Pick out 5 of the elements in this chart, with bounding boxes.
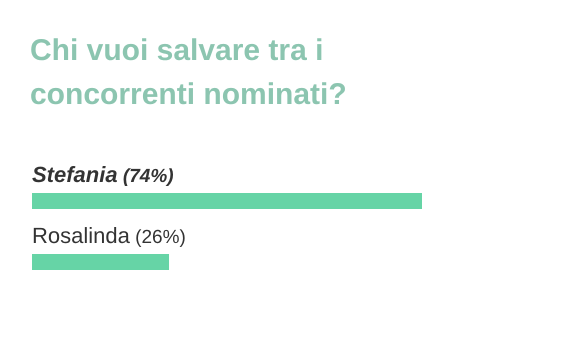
y-tick-label: Rosalinda [32, 223, 130, 248]
data-label: (26%) [130, 227, 186, 248]
data-label: (74%) [118, 166, 174, 187]
chart-title: Chi vuoi salvare tra i concorrenti nominati? [30, 34, 347, 111]
y-tick-label: Stefania [32, 162, 118, 187]
